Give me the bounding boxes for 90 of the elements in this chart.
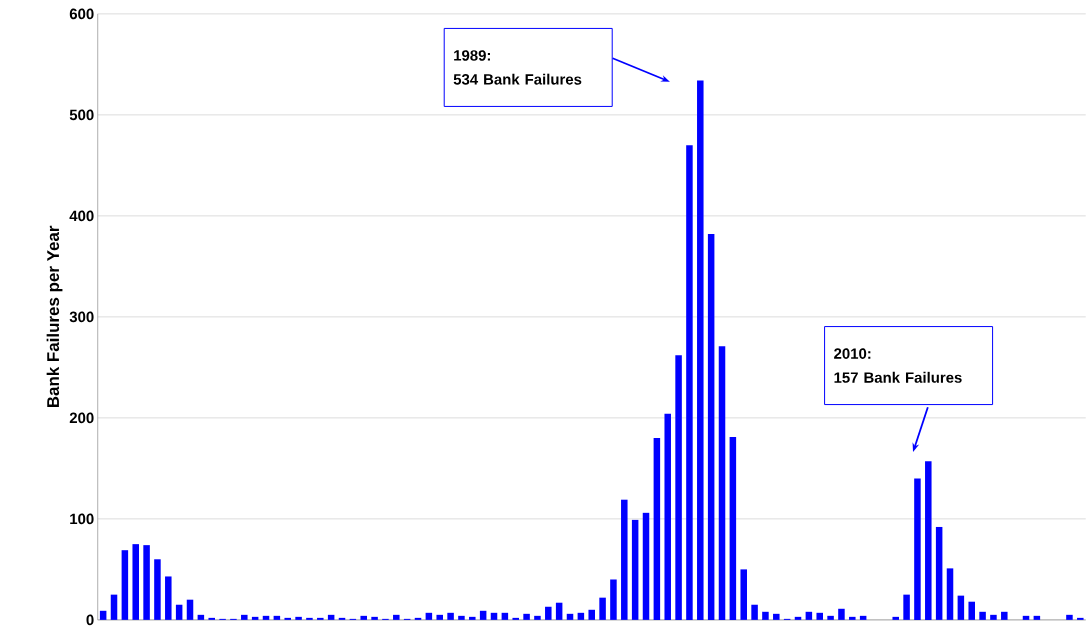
bar [740, 569, 747, 620]
bar [165, 576, 172, 620]
bar [1066, 614, 1073, 620]
bar [599, 597, 606, 620]
bar [523, 613, 530, 620]
bar [707, 234, 715, 620]
bar [175, 604, 183, 620]
bar [371, 616, 378, 620]
bar [849, 616, 856, 620]
bar [588, 609, 595, 620]
bar [838, 608, 845, 620]
bar [534, 615, 541, 620]
bar [642, 512, 650, 620]
bar [946, 568, 954, 620]
bar [490, 612, 498, 620]
bar [990, 614, 997, 620]
bar [469, 616, 476, 620]
bar [479, 610, 487, 620]
y-tick-label: 400 [69, 210, 94, 222]
bar [425, 612, 433, 620]
bar [610, 579, 617, 620]
bar [686, 145, 693, 620]
bar [751, 604, 758, 620]
bar [512, 617, 519, 620]
bar [577, 612, 585, 620]
bar [816, 612, 823, 620]
bar [186, 599, 194, 620]
bar [262, 615, 270, 620]
bar [859, 615, 867, 620]
bar [338, 617, 346, 620]
bar [545, 606, 552, 620]
bar [631, 519, 639, 620]
bar [154, 559, 161, 620]
bar [306, 617, 313, 620]
bar [121, 550, 129, 620]
bar [914, 478, 921, 620]
bar [284, 617, 291, 620]
bar [653, 438, 661, 620]
annotation: 1989: 534 Bank Failures [453, 50, 582, 85]
bar [968, 601, 975, 620]
bar [241, 614, 248, 620]
bar [414, 617, 422, 620]
y-tick-label: 600 [69, 8, 94, 20]
bar [935, 526, 943, 620]
bar [1022, 615, 1030, 620]
bar [317, 617, 324, 620]
annotation: 2010: 157 Bank Failures [834, 348, 962, 383]
bar [1001, 611, 1008, 620]
bar [664, 413, 671, 620]
bar [99, 610, 107, 620]
bar [458, 615, 465, 620]
bar [566, 613, 574, 620]
bar [805, 611, 813, 620]
bar [208, 617, 215, 620]
bar [762, 611, 769, 620]
bar [447, 612, 454, 620]
bar [555, 602, 563, 620]
y-axis-title: Bank Failures per Year [46, 225, 63, 408]
bar [697, 80, 704, 620]
bar [892, 616, 899, 620]
bar [827, 615, 834, 620]
bar [143, 545, 150, 620]
y-tick-label: 500 [69, 109, 94, 121]
bar [1033, 615, 1041, 620]
bar [295, 616, 302, 620]
bar [1077, 617, 1084, 620]
bar [360, 615, 367, 620]
bar [773, 613, 780, 620]
bar [393, 614, 400, 620]
bar [903, 594, 910, 620]
bar [675, 355, 682, 620]
bar [621, 499, 628, 620]
bar [979, 611, 986, 620]
y-tick-label: 200 [69, 412, 94, 424]
bar [718, 346, 726, 620]
y-tick-label: 0 [86, 614, 94, 626]
bar [436, 614, 443, 620]
bar [110, 594, 118, 620]
y-tick-label: 100 [70, 513, 94, 525]
bar [794, 616, 802, 620]
bar [273, 615, 281, 620]
bar [957, 595, 965, 620]
bar [197, 614, 205, 620]
bar [132, 544, 139, 620]
bar [251, 616, 259, 620]
bar [729, 437, 737, 620]
y-tick-label: 300 [69, 311, 94, 323]
bar [501, 612, 509, 620]
bar [925, 461, 932, 620]
bar [327, 614, 335, 620]
